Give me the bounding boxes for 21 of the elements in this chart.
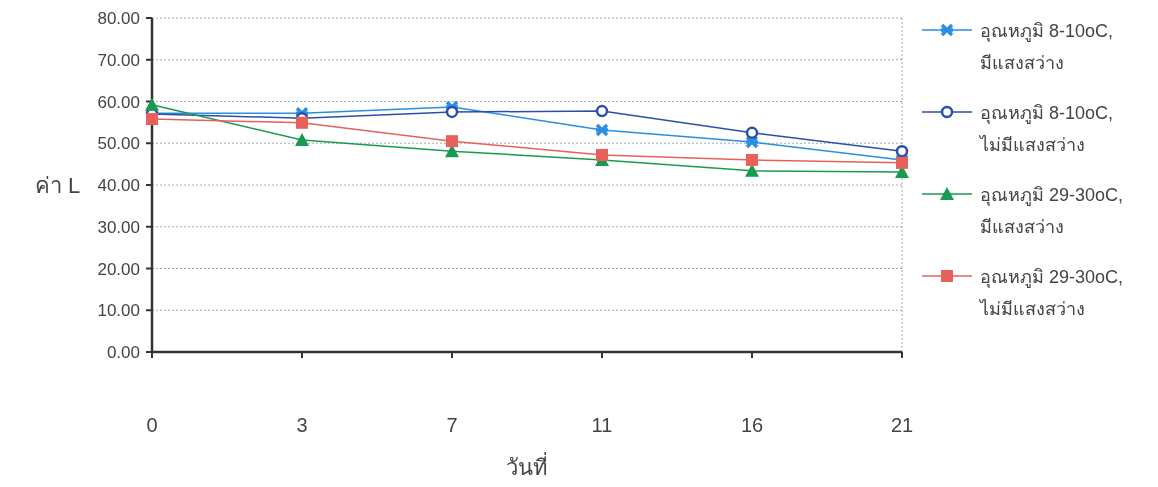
y-tick-label: 30.00 bbox=[97, 217, 140, 237]
legend-label: อุณหภูมิ 8-10oC, ไม่มีแสงสว่าง bbox=[978, 103, 1114, 155]
legend-label: อุณหภูมิ 29-30oC, ไม่มีแสงสว่าง bbox=[978, 267, 1124, 319]
y-tick-label: 40.00 bbox=[97, 176, 140, 195]
x-tick-label: 21 bbox=[890, 414, 914, 436]
y-tick-label: 60.00 bbox=[97, 92, 140, 112]
y-tick-label: 80.00 bbox=[97, 9, 140, 28]
y-tick-label: 70.00 bbox=[97, 50, 140, 70]
legend-label: อุณหภูมิ 29-30oC, มีแสงสว่าง bbox=[980, 185, 1124, 237]
x-tick-label: 11 bbox=[591, 414, 613, 436]
x-tick-label: 7 bbox=[446, 414, 458, 436]
x-tick-label: 3 bbox=[296, 414, 308, 436]
y-tick-label: 50.00 bbox=[97, 134, 140, 154]
legend-label: อุณหภูมิ 8-10oC, มีแสงสว่าง bbox=[980, 21, 1114, 73]
x-axis-title: วันที่ bbox=[506, 452, 548, 480]
y-tick-label: 20.00 bbox=[97, 259, 140, 279]
y-tick-label: 0.00 bbox=[106, 343, 140, 362]
x-tick-label: 16 bbox=[740, 414, 764, 436]
y-tick-label: 10.00 bbox=[97, 301, 140, 321]
x-tick-label: 0 bbox=[146, 414, 158, 436]
y-axis-title: ค่า L bbox=[35, 173, 81, 198]
